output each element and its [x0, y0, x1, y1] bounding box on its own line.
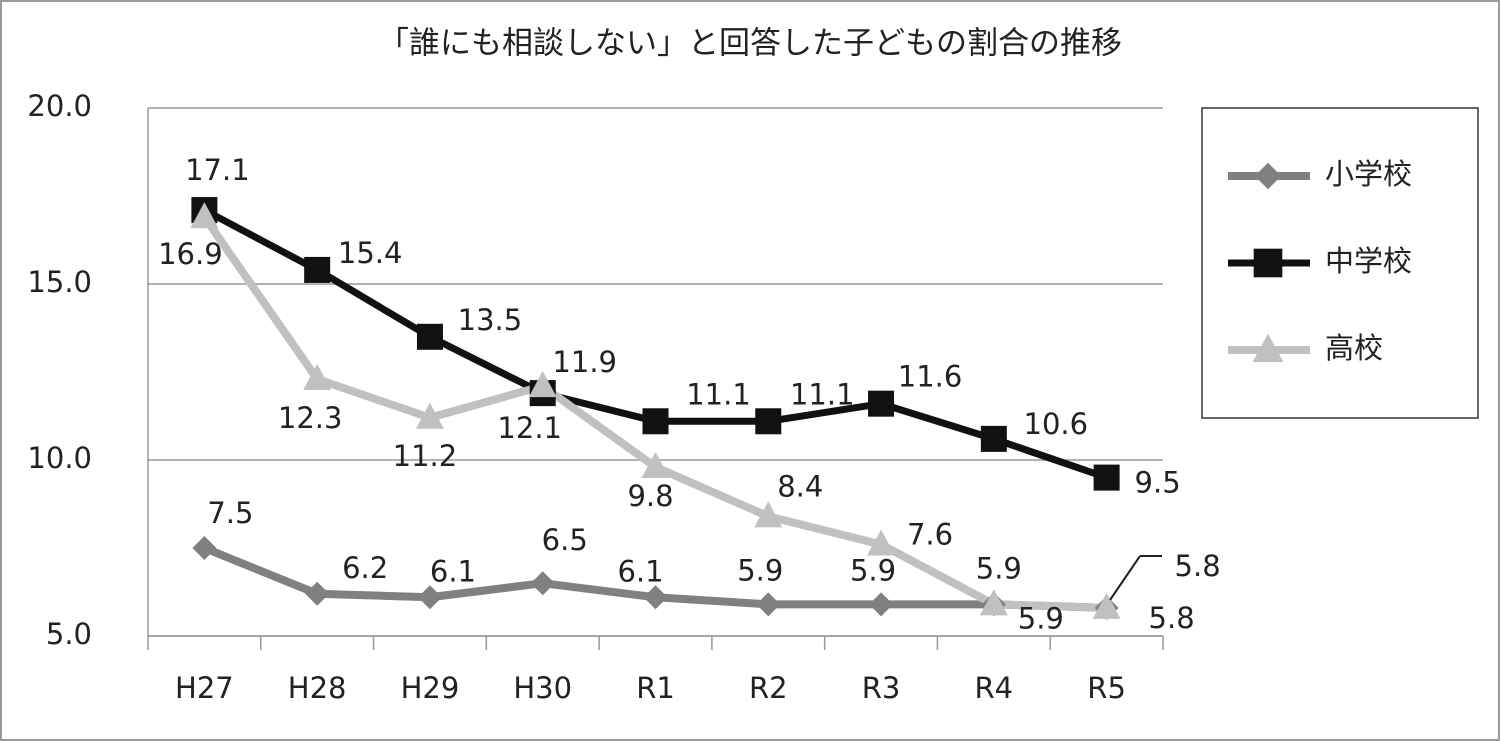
- data-label: 5.9: [850, 553, 896, 587]
- marker: [1253, 248, 1283, 278]
- marker: [868, 390, 895, 417]
- marker: [756, 592, 781, 617]
- marker: [415, 402, 444, 429]
- y-tick-label: 20.0: [27, 89, 92, 123]
- data-label: 8.4: [777, 469, 823, 503]
- leader-line: [1109, 555, 1141, 601]
- marker: [305, 581, 330, 606]
- marker: [417, 585, 442, 610]
- legend-label: 高校: [1325, 331, 1383, 365]
- data-label: 6.1: [617, 554, 663, 588]
- data-label: 11.2: [393, 439, 458, 473]
- marker: [416, 323, 443, 350]
- marker: [642, 408, 669, 435]
- data-label: 12.1: [497, 411, 562, 445]
- marker: [190, 202, 219, 229]
- x-tick-label: R5: [1087, 671, 1126, 705]
- marker: [1092, 592, 1121, 619]
- marker: [192, 536, 217, 560]
- data-label: 6.5: [542, 523, 588, 557]
- data-label: 17.1: [185, 153, 250, 187]
- data-label: 5.8: [1149, 601, 1195, 635]
- data-label: 15.4: [338, 236, 403, 270]
- data-label: 5.9: [976, 551, 1022, 585]
- marker: [303, 364, 332, 391]
- marker: [867, 529, 896, 556]
- y-tick-label: 5.0: [46, 617, 92, 651]
- marker: [528, 371, 557, 398]
- chart-title: 「誰にも相談しない」と回答した子どもの割合の推移: [378, 26, 1122, 62]
- data-label: 7.6: [907, 517, 953, 551]
- data-label: 11.6: [898, 360, 963, 394]
- x-tick-label: H28: [288, 671, 347, 705]
- data-label: 10.6: [1024, 407, 1089, 441]
- y-tick-label: 15.0: [27, 265, 92, 299]
- x-tick-label: H27: [175, 671, 234, 705]
- marker: [869, 592, 894, 617]
- data-label: 11.9: [552, 345, 617, 379]
- x-tick-label: R1: [636, 671, 675, 705]
- marker: [754, 501, 783, 528]
- data-label: 11.1: [790, 377, 855, 411]
- marker: [530, 571, 555, 596]
- y-tick-label: 10.0: [27, 441, 92, 475]
- x-tick-label: R4: [975, 671, 1014, 705]
- marker: [1254, 162, 1282, 190]
- data-label: 6.1: [430, 554, 476, 588]
- data-label: 5.8: [1175, 549, 1221, 583]
- data-label: 9.5: [1135, 466, 1181, 500]
- marker: [304, 256, 331, 283]
- legend-label: 中学校: [1325, 244, 1412, 278]
- data-label: 13.5: [458, 303, 523, 337]
- marker: [1252, 333, 1284, 363]
- x-tick-label: R2: [749, 671, 788, 705]
- data-label: 5.9: [737, 553, 783, 587]
- marker: [643, 585, 668, 610]
- legend-label: 小学校: [1325, 157, 1412, 191]
- marker: [980, 425, 1007, 452]
- marker: [755, 408, 782, 435]
- data-label: 7.5: [207, 496, 253, 530]
- data-label: 5.9: [1018, 601, 1064, 635]
- x-tick-label: H30: [513, 671, 572, 705]
- data-label: 9.8: [627, 479, 673, 513]
- marker: [979, 589, 1008, 616]
- marker: [641, 452, 670, 479]
- marker: [1093, 464, 1120, 491]
- data-label: 12.3: [278, 401, 343, 435]
- data-label: 11.1: [686, 377, 751, 411]
- x-tick-label: R3: [862, 671, 901, 705]
- data-label: 16.9: [158, 237, 223, 271]
- data-label: 6.2: [342, 551, 388, 585]
- x-tick-label: H29: [401, 671, 460, 705]
